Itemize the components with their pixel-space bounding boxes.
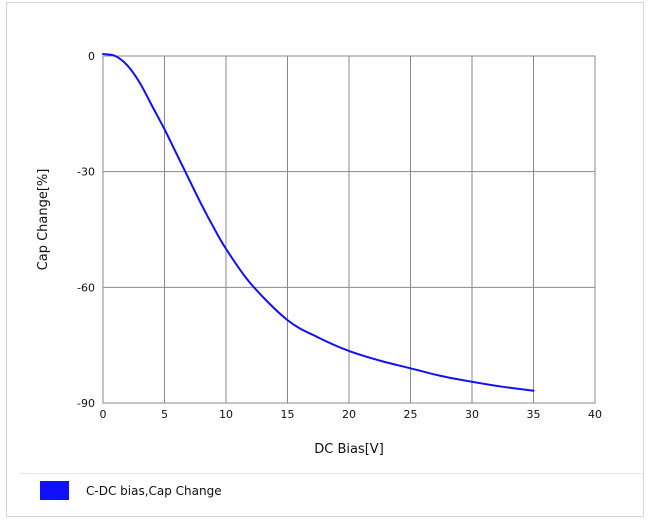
y-tick-labels: 0 -30 -60 -90 [77, 50, 95, 410]
x-tick-labels: 0 5 10 15 20 25 30 35 40 [100, 408, 603, 421]
legend: C-DC bias,Cap Change [19, 473, 643, 507]
x-tick-label: 0 [100, 408, 107, 421]
y-tick-label: -90 [77, 397, 95, 410]
plot-border [102, 55, 596, 404]
y-axis-label: Cap Change[%] [36, 169, 51, 271]
series-layer [102, 53, 535, 392]
x-tick-label: 10 [219, 408, 233, 421]
y-tick-label: -30 [77, 166, 95, 179]
legend-swatch [40, 481, 69, 500]
chart-frame: 0 5 10 15 20 25 30 35 40 0 -30 -60 -90 DC Bias[V] C… [6, 2, 644, 517]
x-tick-label: 35 [527, 408, 541, 421]
y-tick-label: -60 [77, 281, 95, 294]
chart-svg: 0 5 10 15 20 25 30 35 40 0 -30 -60 -90 DC Bias[V] C… [36, 50, 603, 457]
x-tick-label: 30 [465, 408, 479, 421]
y-tick-label: 0 [88, 50, 95, 63]
x-tick-label: 15 [281, 408, 295, 421]
x-tick-label: 20 [342, 408, 356, 421]
series-line [102, 53, 535, 392]
legend-label: C-DC bias,Cap Change [86, 483, 222, 498]
x-axis-label: DC Bias[V] [314, 442, 384, 457]
x-tick-label: 40 [588, 408, 602, 421]
x-tick-label: 5 [161, 408, 168, 421]
x-tick-label: 25 [404, 408, 418, 421]
grid-layer [103, 56, 595, 403]
